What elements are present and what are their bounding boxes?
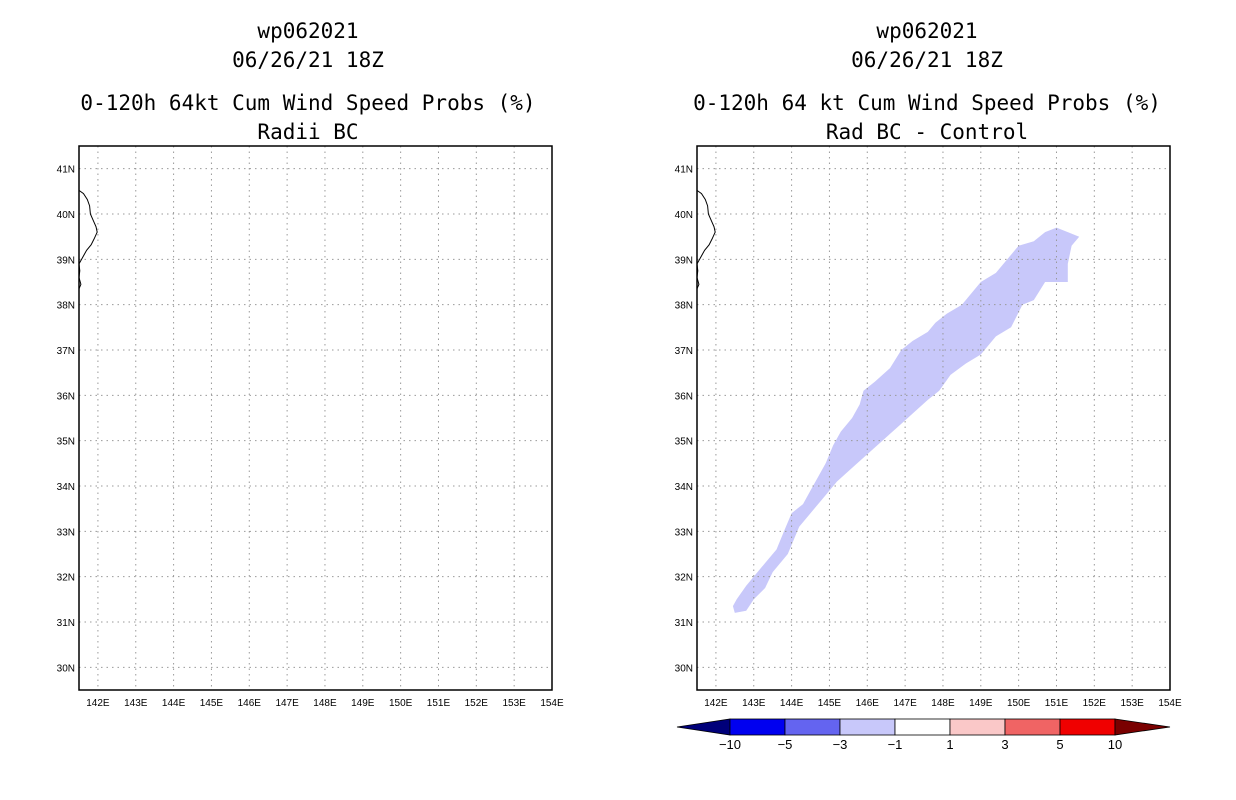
lon-tick-label: 147E: [893, 698, 917, 709]
left-title-line-3: 0-120h 64kt Cum Wind Speed Probs (%): [80, 91, 535, 115]
colorbar-label: 1: [946, 737, 953, 752]
lat-tick-label: 33N: [57, 527, 75, 538]
coastline: [696, 189, 716, 289]
colorbar-box: [894, 718, 951, 736]
left-title-line-1: wp062021: [257, 19, 358, 43]
left-map: 142E 143E 144E 145E 146E 147E 148E 149E 150E 151E…: [57, 145, 564, 709]
lon-tick-label: 145E: [818, 698, 842, 709]
lon-tick-label: 152E: [1083, 698, 1107, 709]
lon-tick-label: 152E: [465, 698, 489, 709]
colorbar-arrow-high: [1114, 718, 1171, 736]
lon-tick-label: 144E: [780, 698, 804, 709]
lon-tick-label: 153E: [1120, 698, 1144, 709]
colorbar-label: −10: [719, 737, 741, 752]
lon-tick-label: 145E: [200, 698, 224, 709]
lat-tick-label: 30N: [57, 663, 75, 674]
right-title-line-1: wp062021: [876, 19, 977, 43]
colorbar-box: [949, 718, 1006, 736]
colorbar-box: [784, 718, 841, 736]
right-title-line-4: Rad BC - Control: [826, 120, 1028, 144]
lon-tick-label: 153E: [502, 698, 526, 709]
colorbar-label: −1: [888, 737, 903, 752]
colorbar-box: [729, 718, 786, 736]
colorbar-label: −5: [778, 737, 793, 752]
lon-tick-label: 142E: [86, 698, 110, 709]
left-title-line-2: 06/26/21 18Z: [232, 48, 384, 72]
left-title-line-4: Radii BC: [257, 120, 358, 144]
lon-tick-label: 151E: [427, 698, 451, 709]
lat-tick-label: 40N: [675, 210, 693, 221]
coastline: [78, 189, 98, 289]
map-frame: [696, 145, 1171, 691]
lon-tick-label: 148E: [931, 698, 955, 709]
grid-lines: [697, 146, 1170, 690]
lon-tick-label: 143E: [742, 698, 766, 709]
lat-tick-label: 30N: [675, 663, 693, 674]
lon-tick-label: 147E: [275, 698, 299, 709]
map-frame: [78, 145, 553, 691]
lat-tick-label: 35N: [57, 437, 75, 448]
lat-tick-label: 41N: [675, 165, 693, 176]
lat-tick-label: 35N: [675, 437, 693, 448]
lat-tick-label: 36N: [675, 391, 693, 402]
lat-tick-label: 38N: [675, 301, 693, 312]
lon-tick-label: 146E: [856, 698, 880, 709]
lon-tick-label: 148E: [313, 698, 337, 709]
lon-tick-label: 150E: [1007, 698, 1031, 709]
lon-tick-label: 146E: [238, 698, 262, 709]
right-map: 142E 143E 144E 145E 146E 147E 148E 149E 150E 151E…: [675, 145, 1182, 709]
colorbar: −10 −5 −3 −1 1 3 5 10: [676, 718, 1171, 752]
lat-tick-label: 41N: [57, 165, 75, 176]
colorbar-box: [839, 718, 896, 736]
colorbar-label: −3: [833, 737, 848, 752]
lat-tick-label: 32N: [675, 573, 693, 584]
lat-tick-label: 40N: [57, 210, 75, 221]
lat-tick-label: 34N: [57, 482, 75, 493]
colorbar-box: [1004, 718, 1061, 736]
colorbar-box: [1059, 718, 1116, 736]
colorbar-label: 3: [1001, 737, 1008, 752]
lon-tick-label: 144E: [162, 698, 186, 709]
lon-tick-label: 154E: [540, 698, 564, 709]
lat-tick-label: 37N: [57, 346, 75, 357]
colorbar-label: 5: [1056, 737, 1063, 752]
prob-region-0: [732, 227, 1080, 613]
lat-tick-label: 37N: [675, 346, 693, 357]
lat-tick-label: 38N: [57, 301, 75, 312]
lon-tick-label: 151E: [1045, 698, 1069, 709]
lon-tick-label: 154E: [1158, 698, 1182, 709]
right-panel: wp062021 06/26/21 18Z 0-120h 64 kt Cum W…: [675, 19, 1182, 752]
colorbar-label: 10: [1108, 737, 1122, 752]
lat-tick-label: 39N: [57, 255, 75, 266]
lon-tick-label: 142E: [704, 698, 728, 709]
right-title-line-3: 0-120h 64 kt Cum Wind Speed Probs (%): [693, 91, 1161, 115]
lon-tick-label: 149E: [351, 698, 375, 709]
lat-tick-label: 32N: [57, 573, 75, 584]
lat-tick-label: 31N: [57, 618, 75, 629]
colorbar-arrow-low: [676, 718, 731, 736]
left-panel: wp062021 06/26/21 18Z 0-120h 64kt Cum Wi…: [57, 19, 564, 709]
lon-tick-label: 149E: [969, 698, 993, 709]
lat-tick-label: 31N: [675, 618, 693, 629]
lat-tick-label: 33N: [675, 527, 693, 538]
lat-tick-label: 36N: [57, 391, 75, 402]
lon-tick-label: 143E: [124, 698, 148, 709]
lat-tick-label: 39N: [675, 255, 693, 266]
lon-tick-label: 150E: [389, 698, 413, 709]
lat-tick-label: 34N: [675, 482, 693, 493]
grid-lines: [79, 146, 552, 690]
right-title-line-2: 06/26/21 18Z: [851, 48, 1003, 72]
